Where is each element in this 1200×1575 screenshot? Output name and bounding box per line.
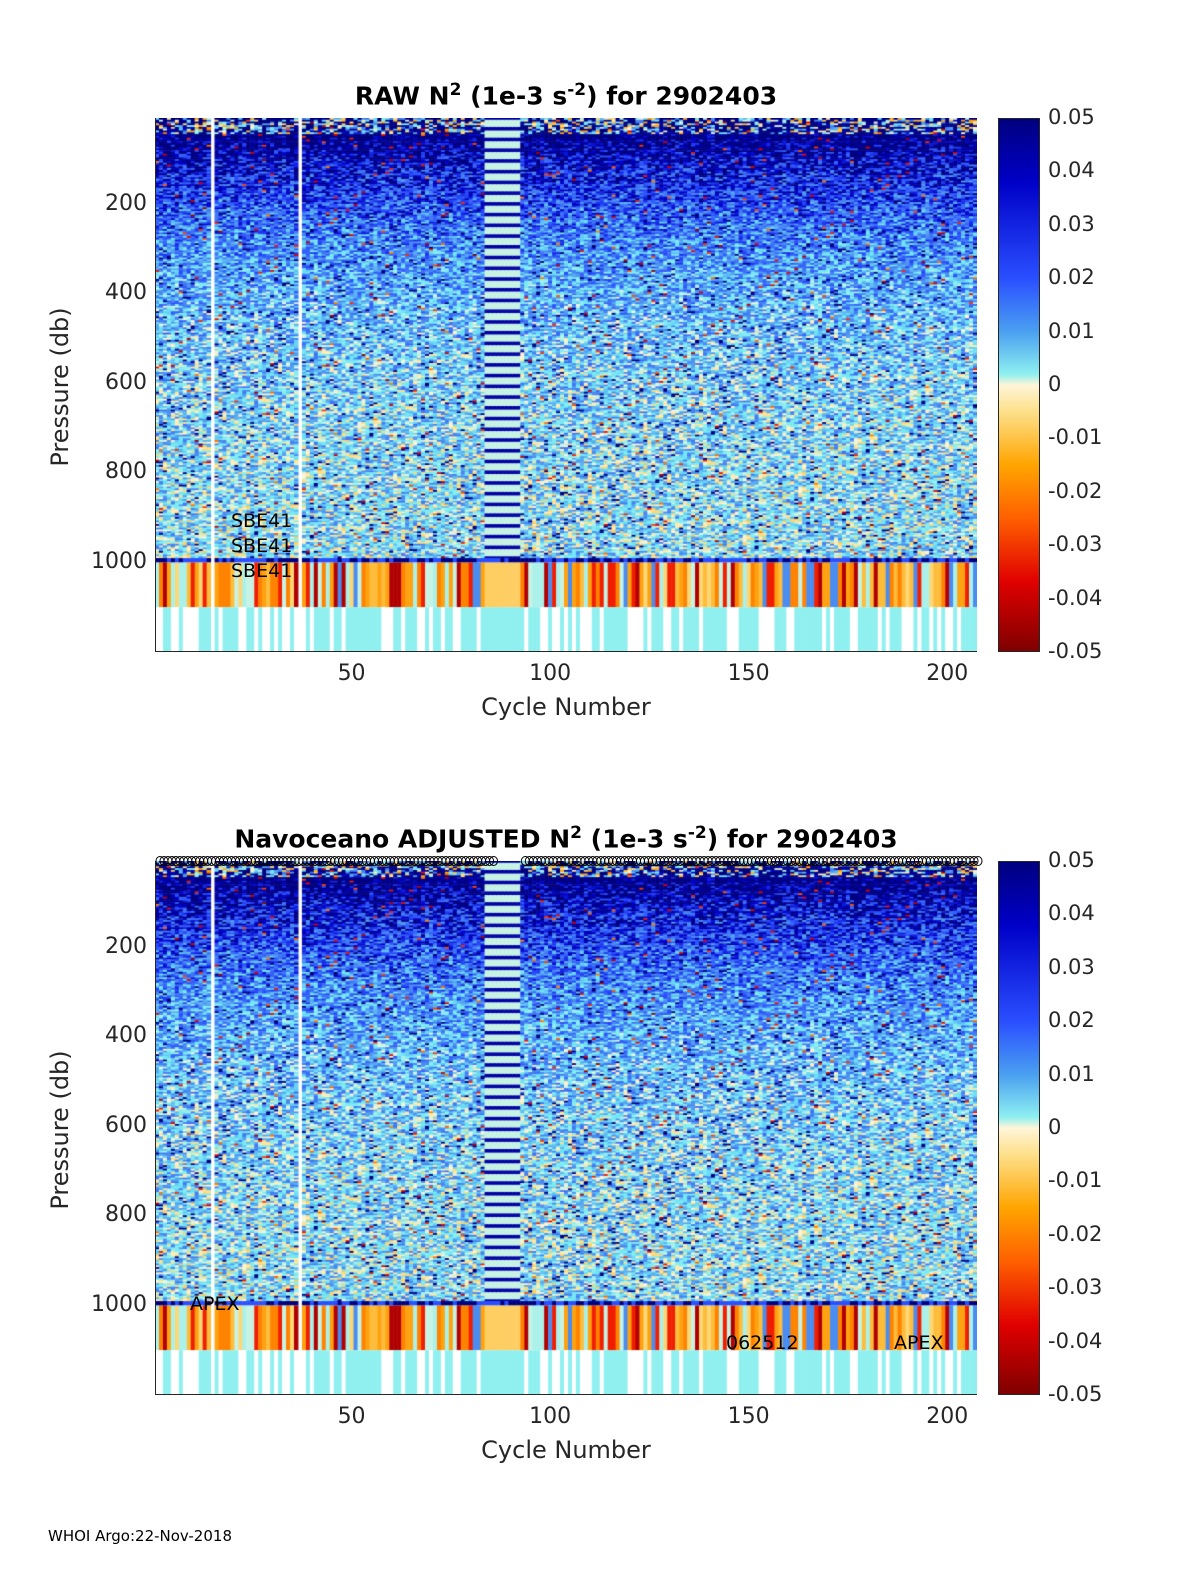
title-part: -2: [567, 80, 587, 100]
title-part: (1e-3 s: [461, 81, 568, 111]
title-part: ) for 2902403: [586, 81, 778, 111]
title-part: 2: [449, 80, 462, 100]
plot-axes: [155, 118, 977, 652]
profile-marker: [973, 856, 983, 866]
y-tick-label: 600: [105, 1112, 147, 1138]
colorbar-tick-label: -0.01: [1048, 1168, 1103, 1193]
profile-marker: [485, 856, 495, 866]
x-tick-label: 100: [529, 661, 572, 686]
y-tick-label: 400: [105, 1023, 147, 1049]
sensor-annotation: 062512: [726, 1332, 799, 1354]
colorbar-tick-label: -0.03: [1048, 1275, 1103, 1300]
profile-marker: [969, 856, 979, 866]
y-tick-label: 1000: [91, 1291, 147, 1317]
title-part: ) for 2902403: [706, 824, 898, 854]
sensor-annotation: SBE41: [231, 510, 293, 532]
y-tick-label: 200: [105, 190, 147, 216]
heatmap-field: [155, 861, 977, 1395]
colorbar-tick-label: -0.02: [1048, 478, 1103, 503]
y-tick-label: 800: [105, 459, 147, 485]
colorbar-tick-label: 0.05: [1048, 848, 1095, 872]
sensor-annotation: APEX: [894, 1332, 944, 1354]
sensor-annotation: SBE41: [231, 535, 293, 557]
colorbar-tick-label: 0.01: [1048, 1061, 1095, 1086]
title-part: RAW N: [354, 81, 450, 111]
colorbar-tick-label: 0.05: [1048, 105, 1095, 129]
sensor-annotation: SBE41: [231, 560, 293, 582]
x-tick-label: 150: [727, 1404, 770, 1429]
colorbar-tick-label: 0.03: [1048, 954, 1095, 979]
colorbar-tick-label: -0.03: [1048, 532, 1103, 557]
colorbar-tick-label: 0: [1048, 372, 1062, 396]
x-axis-label: Cycle Number: [481, 1436, 651, 1464]
colorbar-tick-label: 0.04: [1048, 158, 1095, 183]
y-tick-label: 400: [105, 280, 147, 306]
y-tick-label: 1000: [91, 548, 147, 574]
colorbar-tick-label: -0.01: [1048, 425, 1103, 450]
colorbar-tick-label: 0.03: [1048, 211, 1095, 236]
colorbar-tick-label: -0.05: [1048, 639, 1103, 663]
footer-text: WHOI Argo:22-Nov-2018: [48, 1527, 232, 1545]
y-tick-label: 800: [105, 1202, 147, 1228]
plot-axes: [155, 861, 977, 1395]
x-tick-label: 50: [337, 1404, 366, 1429]
colorbar: [998, 118, 1040, 652]
x-tick-label: 50: [337, 661, 366, 686]
heatmap-field: [155, 118, 977, 652]
colorbar-tick-label: 0.02: [1048, 265, 1095, 290]
colorbar-tick-label: -0.04: [1048, 585, 1103, 610]
title-part: (1e-3 s: [581, 824, 688, 854]
title-part: 2: [570, 823, 582, 843]
y-tick-label: 200: [105, 933, 147, 959]
y-tick-label: 600: [105, 369, 147, 395]
x-tick-label: 100: [529, 1404, 572, 1429]
sensor-annotation: APEX: [190, 1293, 240, 1315]
colorbar-tick-label: 0.04: [1048, 901, 1095, 926]
profile-markers: [155, 856, 983, 866]
x-tick-label: 200: [926, 661, 969, 686]
title-part: -2: [687, 823, 707, 843]
title-part: Navoceano ADJUSTED N: [234, 824, 571, 854]
chart-title: RAW N2 (1e-3 s-2) for 2902403: [155, 80, 977, 110]
y-axis-label: Pressure (db): [46, 1050, 74, 1210]
colorbar-tick-label: 0: [1048, 1115, 1062, 1139]
colorbar-tick-label: -0.02: [1048, 1221, 1103, 1246]
x-tick-label: 200: [926, 1404, 969, 1429]
colorbar-tick-label: 0.01: [1048, 318, 1095, 343]
colorbar-tick-label: -0.05: [1048, 1382, 1103, 1406]
colorbar-tick-label: 0.02: [1048, 1008, 1095, 1033]
x-axis-label: Cycle Number: [481, 693, 651, 721]
colorbar: [998, 861, 1040, 1395]
chart-title: Navoceano ADJUSTED N2 (1e-3 s-2) for 290…: [155, 823, 977, 853]
profile-marker: [489, 856, 499, 866]
x-tick-label: 150: [727, 661, 770, 686]
y-axis-label: Pressure (db): [46, 307, 74, 467]
colorbar-tick-label: -0.04: [1048, 1328, 1103, 1353]
